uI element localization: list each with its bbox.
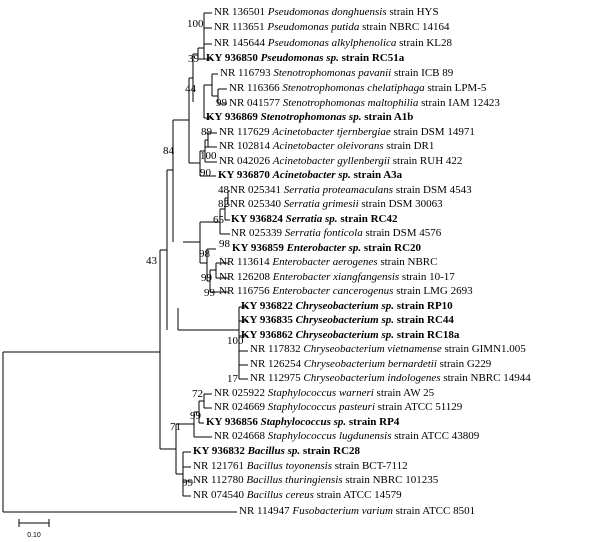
taxon-label: NR 041577 Stenotrophomonas maltophilia s… (229, 97, 500, 109)
taxon-label: KY 936869 Stenotrophomonas sp. strain A1… (206, 111, 413, 123)
bootstrap-value: 99 (182, 477, 194, 489)
taxon-label: NR 024669 Staphylococcus pasteuri strain… (214, 401, 463, 413)
bootstrap-value: 99 (204, 287, 216, 299)
bootstrap-value: 44 (185, 83, 197, 95)
taxon-label: KY 936850 Pseudomonas sp. strain RC51a (206, 52, 405, 64)
taxon-label: NR 025922 Staphylococcus warneri strain … (214, 387, 435, 399)
taxon-label: NR 102814 Acinetobacter oleivorans strai… (219, 140, 434, 152)
bootstrap-value: 84 (163, 145, 175, 157)
taxon-label: NR 025341 Serratia proteamaculans strain… (230, 184, 472, 196)
taxon-label: NR 136501 Pseudomonas donghuensis strain… (214, 6, 439, 18)
taxon-label: NR 112975 Chryseobacterium indologenes s… (250, 372, 531, 384)
taxon-label: NR 116366 Stenotrophomonas chelatiphaga … (229, 82, 487, 94)
taxon-label: NR 025340 Serratia grimesii strain DSM 3… (230, 198, 443, 210)
taxon-label: KY 936824 Serratia sp. strain RC42 (231, 213, 398, 225)
bootstrap-value: 99 (216, 97, 228, 109)
taxon-label: NR 113614 Enterobacter aerogenes strain … (219, 256, 437, 268)
taxon-label: NR 042026 Acinetobacter gyllenbergii str… (219, 155, 462, 167)
taxon-label: NR 024668 Staphylococcus lugdunensis str… (214, 430, 480, 442)
bootstrap-value: 39 (188, 53, 200, 65)
bootstrap-value: 43 (146, 255, 158, 267)
taxon-label: KY 936835 Chryseobacterium sp. strain RC… (241, 314, 454, 326)
bootstrap-values: 100 39 99 44 89 100 90 84 48 82 65 98 98 99 99 43 100 17 7… (146, 18, 244, 489)
bootstrap-value: 71 (170, 421, 181, 433)
taxon-label: NR 126208 Enterobacter xiangfangensis st… (219, 271, 455, 283)
taxon-label: NR 113651 Pseudomonas putida strain NBRC… (214, 21, 450, 33)
bootstrap-value: 100 (227, 335, 244, 347)
tree-branches (2, 12, 248, 513)
taxon-label: KY 936859 Enterobacter sp. strain RC20 (232, 242, 422, 254)
taxon-label: NR 116756 Enterobacter cancerogenus stra… (219, 285, 473, 297)
bootstrap-value: 48 (218, 184, 230, 196)
bootstrap-value: 98 (199, 248, 211, 260)
taxon-label: NR 025339 Serratia fonticola strain DSM … (231, 227, 442, 239)
taxon-label: NR 145644 Pseudomonas alkylphenolica str… (214, 37, 453, 49)
bootstrap-value: 99 (190, 410, 202, 422)
taxon-label: KY 936870 Acinetobacter sp. strain A3a (218, 169, 403, 181)
bootstrap-value: 82 (218, 198, 229, 210)
taxon-label: NR 126254 Chryseobacterium bernardetii s… (250, 358, 492, 370)
taxon-label: NR 116793 Stenotrophomonas pavanii strai… (220, 67, 454, 79)
taxon-label: NR 112780 Bacillus thuringiensis strain … (193, 474, 439, 486)
taxon-labels: NR 136501 Pseudomonas donghuensis strain… (193, 6, 531, 517)
bootstrap-value: 72 (192, 388, 203, 400)
bootstrap-value: 100 (187, 18, 204, 30)
bootstrap-value: 90 (200, 167, 212, 179)
bootstrap-value: 65 (213, 214, 225, 226)
taxon-label: KY 936822 Chryseobacterium sp. strain RP… (241, 300, 453, 312)
bootstrap-value: 17 (227, 373, 239, 385)
bootstrap-value: 100 (200, 150, 217, 162)
bootstrap-value: 99 (201, 272, 213, 284)
taxon-label: NR 117832 Chryseobacterium vietnamense s… (250, 343, 526, 355)
scale-bar-label: 0.10 (27, 532, 41, 539)
taxon-label: KY 936856 Staphylococcus sp. strain RP4 (206, 416, 400, 428)
taxon-label: KY 936862 Chryseobacterium sp. strain RC… (241, 329, 460, 341)
bootstrap-value: 98 (219, 238, 231, 250)
taxon-label: KY 936832 Bacillus sp. strain RC28 (193, 445, 361, 457)
bootstrap-value: 89 (201, 126, 213, 138)
taxon-label: NR 074540 Bacillus cereus strain ATCC 14… (193, 489, 402, 501)
taxon-label: NR 117629 Acinetobacter tjernbergiae str… (219, 126, 475, 138)
taxon-label: NR 121761 Bacillus toyonensis strain BCT… (193, 460, 408, 472)
taxon-label: NR 114947 Fusobacterium varium strain AT… (239, 505, 475, 517)
scale-bar: 0.10 (18, 519, 50, 539)
